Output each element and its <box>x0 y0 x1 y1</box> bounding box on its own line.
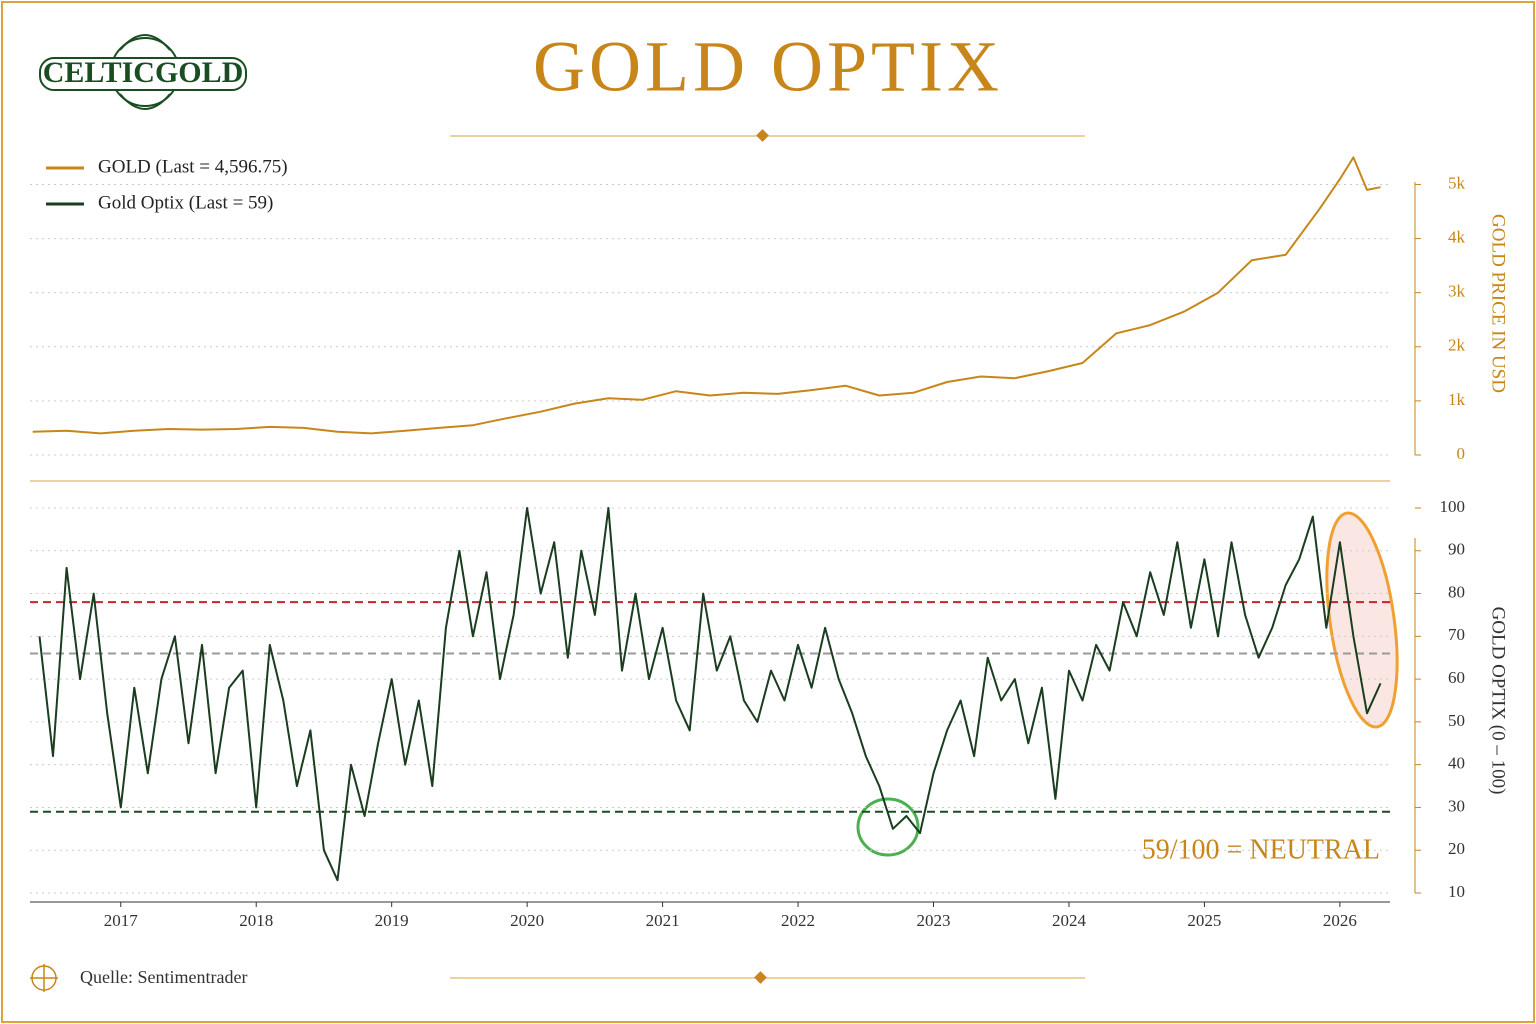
logo-badge <box>39 57 247 91</box>
y-tick-label: 10 <box>1448 882 1465 901</box>
data-line <box>38 507 1382 882</box>
highlight-high <box>1325 511 1399 729</box>
y-tick-label: 0 <box>1457 444 1466 463</box>
chart-title: GOLD OPTIX <box>533 27 1003 107</box>
y-tick-label: 4k <box>1448 227 1466 246</box>
legend-label: GOLD (Last = 4,596.75) <box>98 156 288 177</box>
y-tick-label: 80 <box>1448 582 1465 601</box>
x-tick-label: 2018 <box>239 911 273 930</box>
x-tick-label: 2026 <box>1323 911 1357 930</box>
source-emblem <box>30 964 58 992</box>
x-tick-label: 2017 <box>104 911 139 930</box>
y-tick-label: 2k <box>1448 336 1466 355</box>
legend-label: Gold Optix (Last = 59) <box>98 192 273 213</box>
y-tick-label: 100 <box>1440 497 1466 516</box>
y-axis-label: GOLD OPTIX (0 – 100) <box>1488 607 1509 795</box>
y-tick-label: 40 <box>1448 754 1465 773</box>
data-line <box>32 156 1381 435</box>
y-tick-label: 90 <box>1448 540 1465 559</box>
y-tick-label: 30 <box>1448 796 1465 815</box>
x-tick-label: 2023 <box>917 911 951 930</box>
y-tick-label: 5k <box>1448 173 1466 192</box>
logo: CELTICGOLD <box>43 56 244 89</box>
x-tick-label: 2021 <box>646 911 680 930</box>
x-tick-label: 2019 <box>375 911 409 930</box>
y-tick-label: 60 <box>1448 668 1465 687</box>
y-tick-label: 20 <box>1448 839 1465 858</box>
y-tick-label: 3k <box>1448 282 1466 301</box>
y-tick-label: 70 <box>1448 625 1465 644</box>
source: Quelle: Sentimentrader <box>80 967 247 987</box>
x-tick-label: 2025 <box>1187 911 1221 930</box>
annotation: 59/100 = NEUTRAL <box>1142 834 1380 865</box>
x-tick-label: 2020 <box>510 911 544 930</box>
y-axis-label: GOLD PRICE IN USD <box>1488 214 1509 393</box>
y-tick-label: 1k <box>1448 390 1466 409</box>
highlight-low <box>856 797 920 857</box>
y-tick-label: 50 <box>1448 711 1465 730</box>
x-tick-label: 2022 <box>781 911 815 930</box>
x-tick-label: 2024 <box>1052 911 1087 930</box>
